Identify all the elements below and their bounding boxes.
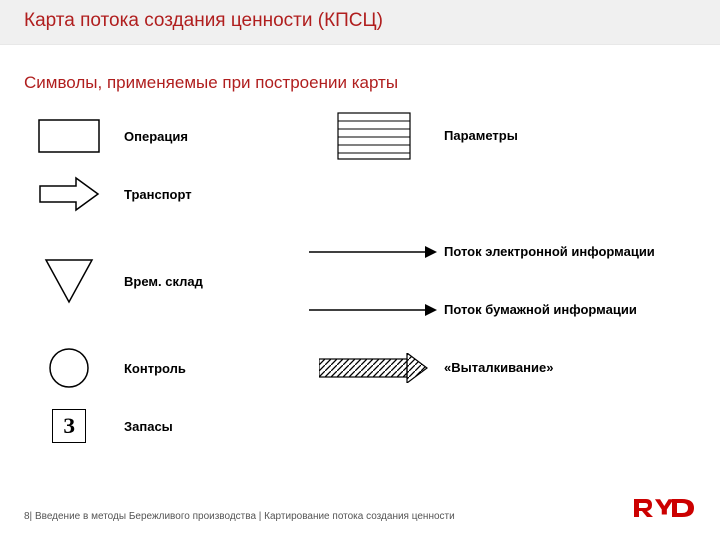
stock-icon: З [24,409,114,443]
control-label: Контроль [114,361,304,376]
stock-label: Запасы [114,419,304,434]
page-title: Карта потока создания ценности (КПСЦ) [24,10,696,32]
params-icon [304,112,444,160]
push-icon [304,353,444,383]
transport-icon [24,176,114,212]
title-bar: Карта потока создания ценности (КПСЦ) [0,0,720,45]
footer-page: 8| [24,511,32,522]
push-label: «Выталкивание» [444,360,696,376]
e-flow-icon [304,242,444,262]
p-flow-label: Поток бумажной информации [444,302,696,318]
page-subtitle: Символы, применяемые при построении карт… [0,45,720,103]
temp-store-icon [24,258,114,304]
params-label: Параметры [444,128,696,144]
operation-icon [24,119,114,153]
p-flow-icon [304,300,444,320]
temp-store-label: Врем. склад [114,274,304,289]
control-icon [24,347,114,389]
footer: 8| Введение в методы Бережливого произво… [24,511,455,522]
operation-label: Операция [114,129,304,144]
footer-text: Введение в методы Бережливого производст… [35,511,455,522]
transport-label: Транспорт [114,187,304,202]
symbol-grid: Операция Параметры Транспорт Врем. склад… [0,103,720,455]
rzd-logo [632,495,696,526]
e-flow-label: Поток электронной информации [444,244,696,260]
